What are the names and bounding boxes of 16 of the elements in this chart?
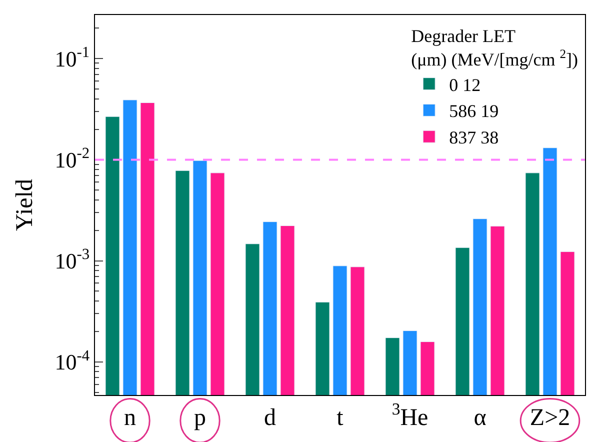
x-tick-label: p bbox=[194, 404, 206, 431]
x-tick-label: Z>2 bbox=[530, 404, 570, 431]
x-tick-label: α bbox=[474, 404, 487, 431]
legend-label: 586 19 bbox=[449, 101, 499, 122]
y-tick-label: 10$^{-2}$ bbox=[54, 145, 90, 172]
y-axis-title: Yield bbox=[12, 179, 38, 231]
legend-label: 837 38 bbox=[449, 128, 499, 148]
y-tick-label: 10$^{-1}$ bbox=[54, 44, 90, 72]
x-tick-label: n bbox=[124, 404, 136, 431]
x-tick-label: d bbox=[264, 404, 276, 431]
y-tick-label: 10$^{-4}$ bbox=[54, 347, 90, 375]
x-tick-label: t bbox=[336, 404, 344, 431]
x-tick-label: $^{3}$He bbox=[392, 400, 428, 431]
legend-label: 0 12 bbox=[449, 74, 481, 95]
legend-title: Degrader LET (μm) (MeV/[mg/cm $^{2}$]) bbox=[411, 26, 578, 70]
y-tick-label: 10$^{-3}$ bbox=[54, 246, 90, 274]
